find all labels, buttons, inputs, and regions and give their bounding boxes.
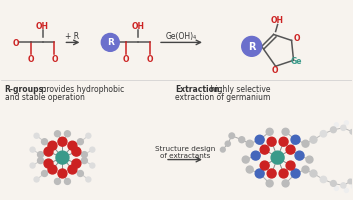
Circle shape (77, 171, 83, 176)
Circle shape (271, 151, 284, 164)
Circle shape (330, 127, 336, 133)
Circle shape (286, 145, 295, 154)
Circle shape (34, 133, 39, 138)
Circle shape (260, 145, 269, 154)
Circle shape (37, 152, 43, 158)
Text: OH: OH (132, 22, 145, 31)
Circle shape (291, 169, 300, 178)
Circle shape (72, 147, 81, 156)
Circle shape (295, 151, 304, 160)
Text: and stable operation: and stable operation (5, 93, 85, 102)
Text: OH: OH (36, 22, 49, 31)
Circle shape (255, 135, 264, 144)
Circle shape (54, 131, 60, 137)
Circle shape (220, 147, 225, 152)
Circle shape (267, 169, 276, 178)
Circle shape (68, 165, 77, 174)
Circle shape (86, 177, 91, 182)
Circle shape (225, 141, 231, 146)
Circle shape (82, 152, 87, 158)
Circle shape (56, 151, 69, 164)
Circle shape (266, 128, 273, 135)
Circle shape (279, 137, 288, 146)
Circle shape (320, 176, 327, 183)
Text: R: R (107, 38, 114, 47)
Text: O: O (123, 55, 130, 64)
Circle shape (279, 169, 288, 178)
Text: highly selective: highly selective (208, 85, 270, 94)
Circle shape (239, 137, 245, 143)
Circle shape (251, 151, 260, 160)
Circle shape (68, 141, 77, 150)
Circle shape (310, 136, 317, 143)
Circle shape (48, 165, 57, 174)
Circle shape (348, 179, 353, 184)
Text: Ge: Ge (291, 57, 302, 66)
Circle shape (229, 133, 235, 139)
Circle shape (65, 131, 70, 137)
Circle shape (54, 178, 60, 184)
Text: O: O (27, 55, 34, 64)
Circle shape (350, 129, 353, 134)
Text: R-groups:: R-groups: (5, 85, 47, 94)
Circle shape (334, 123, 339, 127)
Circle shape (334, 186, 339, 190)
Circle shape (86, 133, 91, 138)
Circle shape (302, 166, 309, 173)
Circle shape (302, 140, 309, 147)
Circle shape (30, 163, 35, 168)
Circle shape (282, 128, 289, 135)
Circle shape (44, 147, 53, 156)
Circle shape (341, 183, 346, 188)
Circle shape (260, 161, 269, 170)
Circle shape (77, 139, 83, 145)
Circle shape (58, 169, 67, 178)
Circle shape (90, 147, 95, 152)
Text: O: O (51, 55, 58, 64)
Circle shape (286, 161, 295, 170)
Text: Extraction:: Extraction: (175, 85, 223, 94)
Text: Structure design
of extractants: Structure design of extractants (155, 146, 215, 159)
Circle shape (242, 36, 262, 56)
Circle shape (255, 169, 264, 178)
Circle shape (101, 33, 119, 51)
Circle shape (65, 178, 70, 184)
Circle shape (351, 184, 353, 188)
Text: O: O (12, 39, 19, 48)
Circle shape (267, 137, 276, 146)
Text: OH: OH (271, 16, 284, 25)
Text: Ge(OH)₄: Ge(OH)₄ (166, 32, 197, 41)
Circle shape (246, 166, 253, 173)
Circle shape (42, 139, 48, 145)
Circle shape (306, 156, 313, 163)
Text: O: O (147, 55, 153, 64)
Circle shape (266, 180, 273, 187)
Text: provides hydrophobic: provides hydrophobic (38, 85, 124, 94)
Circle shape (246, 140, 253, 147)
Circle shape (330, 181, 336, 186)
Circle shape (34, 177, 39, 182)
Circle shape (82, 158, 87, 164)
Circle shape (242, 156, 249, 163)
Circle shape (320, 131, 327, 137)
Circle shape (42, 171, 48, 176)
Circle shape (291, 135, 300, 144)
Circle shape (344, 121, 348, 125)
Circle shape (58, 137, 67, 146)
Text: O: O (271, 66, 278, 75)
Circle shape (310, 170, 317, 177)
Circle shape (48, 141, 57, 150)
Circle shape (344, 188, 348, 192)
Text: extraction of germanium: extraction of germanium (175, 93, 270, 102)
Text: O: O (293, 34, 300, 43)
Circle shape (44, 159, 53, 168)
Circle shape (37, 158, 43, 164)
Text: R: R (248, 42, 256, 52)
Circle shape (90, 163, 95, 168)
Circle shape (282, 180, 289, 187)
Circle shape (341, 125, 346, 130)
Circle shape (30, 147, 35, 152)
Circle shape (72, 159, 81, 168)
Text: + R: + R (65, 32, 79, 41)
